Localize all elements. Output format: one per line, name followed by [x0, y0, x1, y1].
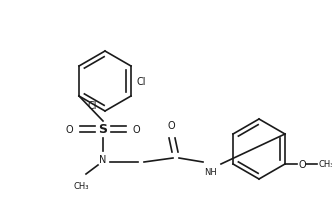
Text: O: O: [133, 124, 141, 134]
Text: Cl: Cl: [137, 77, 146, 87]
Text: Cl: Cl: [88, 101, 97, 110]
Text: O: O: [167, 121, 175, 130]
Text: NH: NH: [205, 167, 217, 176]
Text: O: O: [299, 159, 307, 169]
Text: O: O: [65, 124, 73, 134]
Text: S: S: [99, 123, 108, 136]
Text: CH₃: CH₃: [73, 181, 89, 190]
Text: N: N: [99, 154, 107, 164]
Text: CH₃: CH₃: [319, 160, 332, 169]
